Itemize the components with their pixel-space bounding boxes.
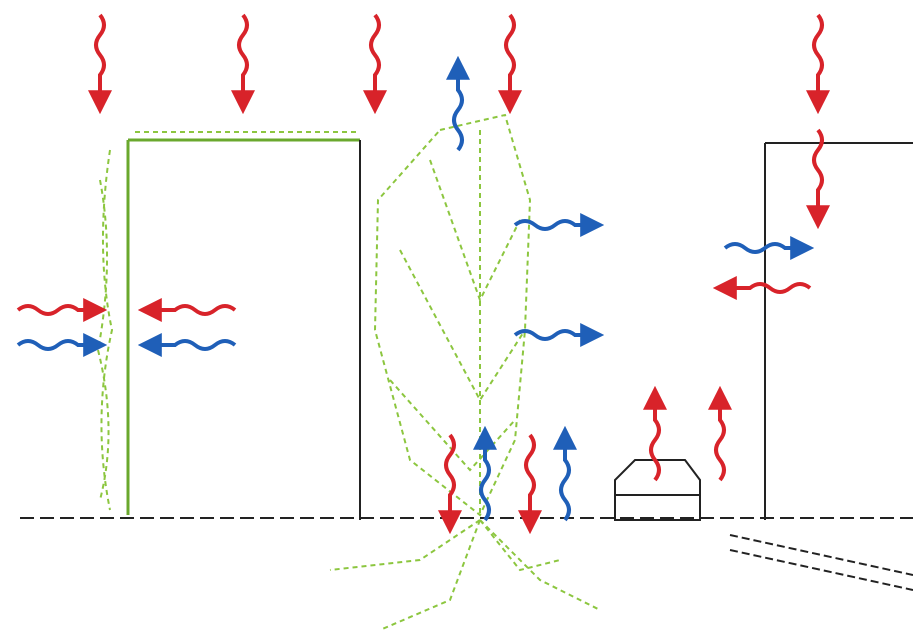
solar-radiation: [88, 13, 830, 535]
wall-heat-flux: [16, 236, 815, 357]
tree: [329, 113, 601, 631]
heat-emission: [643, 385, 732, 482]
car: [614, 459, 701, 521]
plain-building: [764, 142, 913, 520]
green-wall-building: [96, 131, 361, 520]
evapotranspiration: [446, 55, 605, 522]
